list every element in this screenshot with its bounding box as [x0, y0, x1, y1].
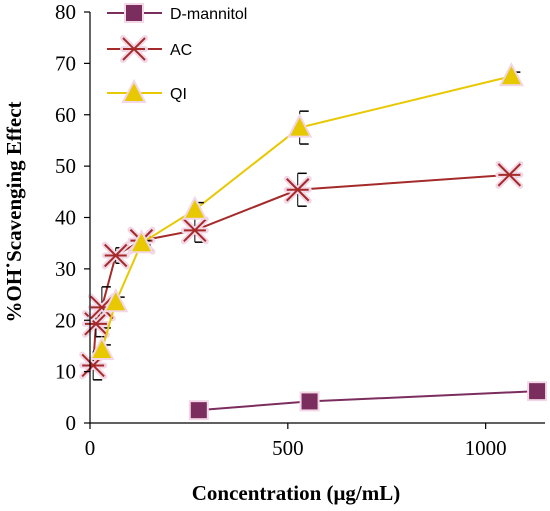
legend-item-qi: QI: [107, 78, 187, 103]
legend-label: D-mannitol: [170, 6, 247, 23]
data-point-qi: [498, 62, 525, 87]
axes: [89, 12, 545, 424]
y-tick-label: 30: [55, 257, 76, 281]
y-tick-label: 80: [55, 0, 76, 24]
x-tick-label: 500: [272, 436, 304, 460]
data-point-qi: [287, 113, 313, 138]
legend-item-ac: AC: [107, 35, 192, 63]
plot-area: [79, 62, 548, 421]
y-tick-label: 60: [55, 103, 76, 127]
x-tick-labels: 0 500 1000: [85, 436, 507, 460]
legend-item-d-mannitol: D-mannitol: [107, 3, 247, 23]
data-point-qi: [182, 195, 208, 220]
data-point-qi: [128, 229, 155, 254]
data-point-d-mannitol: [299, 391, 320, 412]
series-ac: [79, 160, 524, 381]
y-tick-label: 70: [55, 51, 76, 75]
series-d-mannitol: [188, 381, 548, 421]
data-point-d-mannitol: [527, 381, 548, 402]
y-tick-labels: 0 10 20 30 40 50 60 70 80: [55, 0, 76, 435]
y-tick-label: 40: [55, 206, 76, 230]
y-tick-label: 20: [55, 308, 76, 332]
series-line-qi: [100, 75, 512, 351]
tick-marks: [84, 11, 487, 429]
data-point-qi: [103, 288, 129, 313]
y-tick-label: 0: [66, 411, 77, 435]
data-point-ac: [495, 160, 524, 189]
legend-marker-qi: [121, 78, 147, 103]
y-tick-label: 50: [55, 154, 76, 178]
legend-marker-ac: [120, 35, 148, 63]
legend-label: QI: [170, 86, 187, 103]
data-point-ac: [180, 216, 209, 245]
x-tick-label: 0: [85, 436, 96, 460]
legend: D-mannitol AC QI: [107, 3, 247, 103]
x-axis-title: Concentration (μg/mL): [192, 481, 400, 505]
series-line-ac: [92, 173, 510, 366]
legend-marker-d-mannitol: [124, 3, 144, 23]
data-point-ac: [283, 175, 312, 204]
data-point-qi: [89, 335, 115, 361]
legend-label: AC: [170, 42, 192, 59]
series-qi: [89, 62, 525, 361]
data-point-ac: [101, 241, 130, 270]
x-tick-label: 1000: [465, 436, 507, 460]
series-line-d-mannitol: [198, 390, 538, 412]
data-point-d-mannitol: [188, 400, 209, 421]
y-axis-title: %OH˙Scavenging Effect: [2, 101, 26, 322]
y-tick-label: 10: [55, 360, 76, 384]
